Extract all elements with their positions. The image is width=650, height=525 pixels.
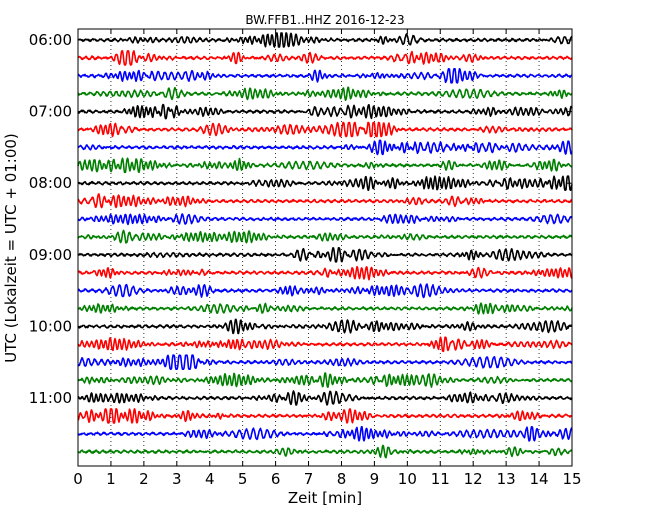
tick-layer: 0 1 2 3 4 5 6 7 8 9 10 11 12 13 14 1506:0007:0008:0009:… [29, 29, 582, 488]
x-tick-label: 12 [464, 470, 483, 488]
chart-title: BW.FFB1..HHZ 2016-12-23 [245, 13, 404, 27]
x-tick-label: 1 [106, 470, 116, 488]
seismic-trace-10 [77, 193, 573, 209]
seismic-trace-7 [77, 139, 573, 156]
seismic-trace-22 [77, 408, 573, 424]
x-tick-label: 14 [530, 470, 549, 488]
seismic-trace-9 [77, 175, 573, 191]
x-tick-label: 0 [73, 470, 83, 488]
seismic-trace-13 [77, 247, 573, 263]
seismic-trace-8 [77, 157, 573, 174]
x-tick-label: 5 [238, 470, 248, 488]
seismic-trace-6 [77, 121, 573, 138]
x-tick-label: 3 [172, 470, 182, 488]
y-axis-label: UTC (Lokalzeit = UTC + 01:00) [2, 133, 20, 363]
seismic-trace-1 [77, 32, 573, 48]
x-tick-label: 15 [562, 470, 581, 488]
x-tick-label: 9 [370, 470, 380, 488]
y-tick-label: 09:00 [29, 246, 72, 264]
x-tick-label: 8 [337, 470, 347, 488]
seismic-trace-16 [77, 302, 573, 315]
seismic-trace-19 [77, 354, 573, 370]
y-tick-label: 10:00 [29, 317, 72, 335]
seismic-trace-14 [77, 265, 573, 281]
x-tick-label: 13 [497, 470, 516, 488]
seismic-trace-2 [77, 50, 573, 66]
seismic-trace-11 [77, 213, 573, 226]
seismic-trace-20 [77, 372, 573, 388]
y-tick-label: 06:00 [29, 31, 72, 49]
seismic-trace-18 [77, 336, 573, 353]
plot-frame [77, 28, 573, 467]
y-tick-label: 08:00 [29, 174, 72, 192]
x-axis-label: Zeit [min] [288, 489, 362, 507]
seismic-trace-4 [77, 86, 573, 101]
seismic-trace-23 [77, 426, 573, 442]
seismic-trace-15 [77, 283, 573, 299]
seismic-trace-12 [77, 229, 573, 244]
seismic-trace-5 [77, 103, 573, 120]
seismic-trace-17 [77, 318, 573, 335]
y-tick-label: 11:00 [29, 389, 72, 407]
seismic-trace-21 [77, 390, 573, 406]
trace-layer [77, 32, 573, 459]
seismic-trace-24 [77, 444, 573, 459]
x-tick-label: 11 [431, 470, 450, 488]
x-tick-label: 6 [271, 470, 281, 488]
x-tick-label: 4 [205, 470, 215, 488]
x-tick-label: 2 [139, 470, 149, 488]
seismic-trace-3 [77, 68, 573, 84]
y-tick-label: 07:00 [29, 103, 72, 121]
x-tick-label: 10 [398, 470, 417, 488]
x-tick-label: 7 [304, 470, 314, 488]
